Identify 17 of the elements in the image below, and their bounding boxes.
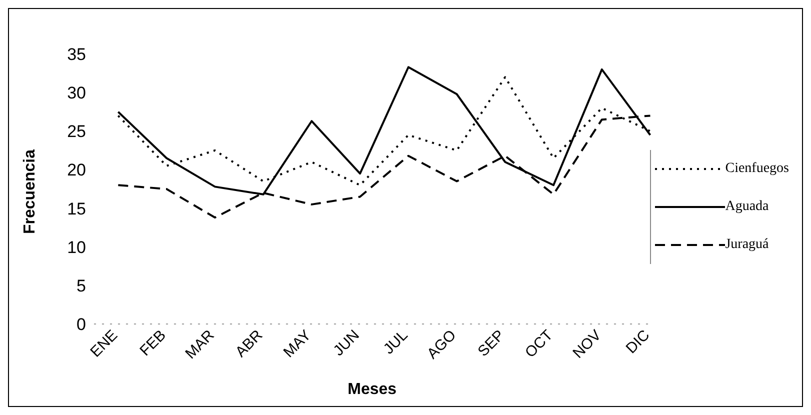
y-tick-label: 0 (76, 315, 86, 334)
y-tick-label: 10 (67, 238, 86, 257)
y-axis-title: Frecuencia (22, 149, 39, 234)
x-tick-label: FEB (136, 326, 170, 360)
y-tick-label: 20 (67, 160, 86, 180)
y-tick-label: 5 (76, 276, 86, 296)
legend-label: Juraguá (725, 236, 769, 252)
x-tick-label: SEP (474, 326, 508, 360)
y-tick-label: 15 (67, 199, 86, 218)
legend-label: Cienfuegos (725, 160, 789, 176)
y-tick-label: 25 (67, 122, 86, 142)
legend-label: Aguada (725, 198, 769, 214)
x-tick-label: JUL (380, 326, 412, 358)
x-axis-title: Meses (348, 381, 397, 398)
y-tick-label: 30 (67, 84, 86, 103)
y-tick-label: 35 (67, 45, 86, 64)
x-tick-label: DIC (622, 326, 654, 358)
